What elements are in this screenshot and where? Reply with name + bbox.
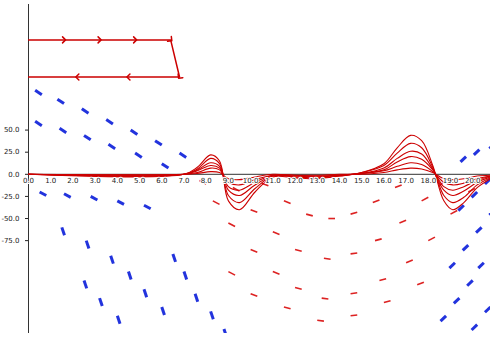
svg-text:11.0: 11.0	[265, 177, 281, 185]
svg-text:-75.0: -75.0	[1, 237, 19, 245]
svg-text:13.0: 13.0	[309, 177, 325, 185]
svg-text:9.0: 9.0	[223, 177, 234, 185]
svg-text:15.0: 15.0	[354, 177, 370, 185]
svg-text:0.0: 0.0	[23, 177, 34, 185]
svg-text:-25.0: -25.0	[1, 193, 19, 201]
svg-text:5.0: 5.0	[134, 177, 145, 185]
svg-text:3.0: 3.0	[90, 177, 101, 185]
svg-text:4.0: 4.0	[112, 177, 123, 185]
svg-text:0.0: 0.0	[8, 171, 19, 179]
svg-text:1.0: 1.0	[45, 177, 56, 185]
svg-text:8.0: 8.0	[201, 177, 212, 185]
svg-text:-50.0: -50.0	[1, 215, 19, 223]
svg-text:20.0: 20.0	[465, 177, 481, 185]
svg-text:19.0: 19.0	[443, 177, 459, 185]
svg-text:7.0: 7.0	[178, 177, 189, 185]
svg-text:18.0: 18.0	[421, 177, 437, 185]
svg-text:14.0: 14.0	[332, 177, 348, 185]
svg-text:16.0: 16.0	[376, 177, 392, 185]
svg-text:10.0: 10.0	[243, 177, 259, 185]
svg-text:25.0: 25.0	[4, 148, 20, 156]
svg-text:12.0: 12.0	[287, 177, 303, 185]
svg-text:17.0: 17.0	[398, 177, 414, 185]
svg-text:2.0: 2.0	[67, 177, 78, 185]
svg-text:6.0: 6.0	[156, 177, 167, 185]
svg-text:50.0: 50.0	[4, 126, 20, 134]
